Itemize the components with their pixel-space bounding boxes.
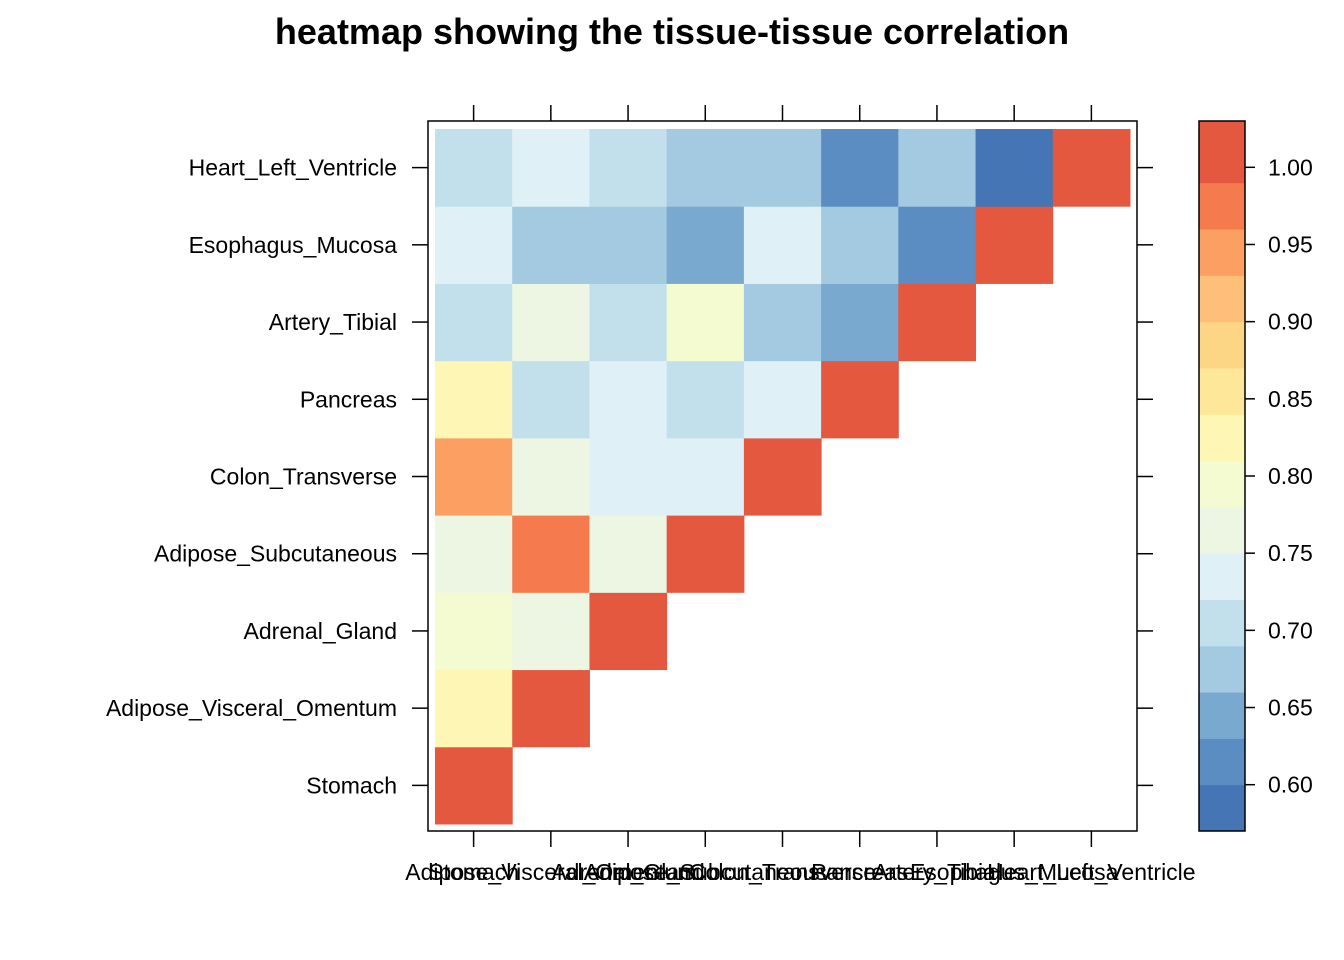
- colorbar-segment: [1199, 645, 1245, 693]
- heatmap-cell: [589, 283, 668, 362]
- colorbar-tick-label: 0.90: [1268, 309, 1313, 335]
- heatmap-cell: [512, 437, 590, 516]
- colorbar-segment: [1199, 367, 1245, 415]
- colorbar-segment: [1199, 229, 1245, 276]
- heatmap-cell: [589, 129, 668, 207]
- colorbar-tick-label: 0.65: [1268, 695, 1313, 721]
- y-tick-label: Adipose_Subcutaneous: [154, 541, 397, 567]
- colorbar-tick-label: 1.00: [1268, 154, 1313, 180]
- heatmap-cell: [435, 592, 513, 671]
- heatmap-cell: [666, 515, 745, 593]
- heatmap-cell: [512, 129, 590, 207]
- heatmap-cell: [821, 206, 899, 284]
- heatmap-cell: [435, 360, 513, 439]
- heatmap-cell: [435, 669, 513, 748]
- heatmap-cell: [898, 129, 977, 207]
- x-tick-label: Heart_Left_Ventricle: [987, 859, 1195, 885]
- colorbar-segment: [1199, 182, 1245, 230]
- y-tick-label: Colon_Transverse: [210, 464, 397, 490]
- axis-ticks: [412, 105, 1153, 847]
- heatmap-cell: [743, 360, 822, 439]
- heatmap-cell: [589, 515, 668, 593]
- x-tick-label: Adipose_Visceral_Omentum: [405, 859, 696, 885]
- colorbar-tick-label: 0.85: [1268, 386, 1313, 412]
- heatmap-cell: [743, 283, 822, 362]
- chart-title: heatmap showing the tissue-tissue correl…: [275, 11, 1069, 52]
- y-tick-label: Esophagus_Mucosa: [189, 232, 398, 258]
- colorbar-tick-label: 0.80: [1268, 463, 1313, 489]
- colorbar-segment: [1199, 784, 1245, 832]
- colorbar-segment: [1199, 599, 1245, 647]
- colorbar-tick-label: 0.60: [1268, 772, 1313, 798]
- colorbar-tick-label: 0.95: [1268, 231, 1313, 257]
- colorbar-segment: [1199, 692, 1245, 739]
- colorbar-segment: [1199, 553, 1245, 600]
- heatmap-cell: [589, 206, 668, 284]
- heatmap-cell: [666, 437, 745, 516]
- x-axis-labels: StomachAdipose_Visceral_OmentumAdrenal_G…: [405, 859, 1195, 885]
- y-axis-labels: Stomach Adipose_Visceral_Omentum Adrenal_G…: [106, 155, 397, 799]
- heatmap-cells: [435, 129, 1131, 825]
- colorbar-tick-label: 0.75: [1268, 540, 1313, 566]
- heatmap-cell: [975, 206, 1054, 284]
- heatmap-cell: [512, 283, 590, 362]
- colorbar-segment: [1199, 506, 1245, 554]
- x-tick-label: Pancreas: [811, 859, 908, 885]
- x-tick-label: Colon_Transverse: [689, 859, 876, 885]
- y-tick-label: Artery_Tibial: [269, 309, 397, 335]
- heatmap-cell: [435, 206, 513, 284]
- colorbar-segment: [1199, 460, 1245, 508]
- heatmap-cell: [512, 669, 590, 748]
- heatmap-cell: [435, 746, 513, 825]
- heatmap-cell: [898, 206, 977, 284]
- heatmap-cell: [512, 206, 590, 284]
- heatmap-cell: [666, 206, 745, 284]
- heatmap-cell: [589, 360, 668, 439]
- y-tick-label: Pancreas: [300, 386, 397, 412]
- x-tick-label: Stomach: [428, 859, 519, 885]
- heatmap-cell: [512, 515, 590, 593]
- heatmap-cell: [666, 360, 745, 439]
- heatmap-cell: [435, 129, 513, 207]
- heatmap-cell: [435, 283, 513, 362]
- y-tick-label: Heart_Left_Ventricle: [189, 155, 397, 181]
- colorbar-segment: [1199, 321, 1245, 369]
- colorbar-segment: [1199, 275, 1245, 323]
- heatmap-cell: [666, 283, 745, 362]
- y-tick-label: Adrenal_Gland: [244, 618, 397, 644]
- heatmap-cell: [512, 592, 590, 671]
- heatmap-cell: [821, 360, 899, 439]
- colorbar-segment: [1199, 121, 1245, 184]
- heatmap-cell: [512, 360, 590, 439]
- heatmap-cell: [435, 437, 513, 516]
- x-tick-label: Adipose_Subcutaneous: [584, 859, 827, 885]
- heatmap-cell: [1052, 129, 1131, 207]
- heatmap-cell: [435, 515, 513, 593]
- heatmap-cell: [589, 592, 668, 671]
- colorbar: 0.60 0.65 0.70 0.75 0.80 0.85 0.90 0.95 1.00: [1198, 120, 1313, 832]
- heatmap-cell: [821, 283, 899, 362]
- colorbar-segment: [1199, 738, 1245, 786]
- x-tick-label: Adrenal_Gland: [551, 859, 704, 885]
- heatmap-cell: [743, 129, 822, 207]
- heatmap-cell: [821, 129, 899, 207]
- heatmap-cell: [743, 437, 822, 516]
- x-tick-label: Esophagus_Mucosa: [910, 859, 1119, 885]
- heatmap-cell: [743, 206, 822, 284]
- x-tick-label: Artery_Tibial: [873, 859, 1001, 885]
- heatmap-cell: [589, 437, 668, 516]
- colorbar-tick-label: 0.70: [1268, 617, 1313, 643]
- heatmap-cell: [898, 283, 977, 362]
- heatmap-cell: [666, 129, 745, 207]
- y-tick-label: Adipose_Visceral_Omentum: [106, 695, 397, 721]
- heatmap-cell: [975, 129, 1054, 207]
- colorbar-segment: [1199, 414, 1245, 462]
- y-tick-label: Stomach: [306, 772, 397, 798]
